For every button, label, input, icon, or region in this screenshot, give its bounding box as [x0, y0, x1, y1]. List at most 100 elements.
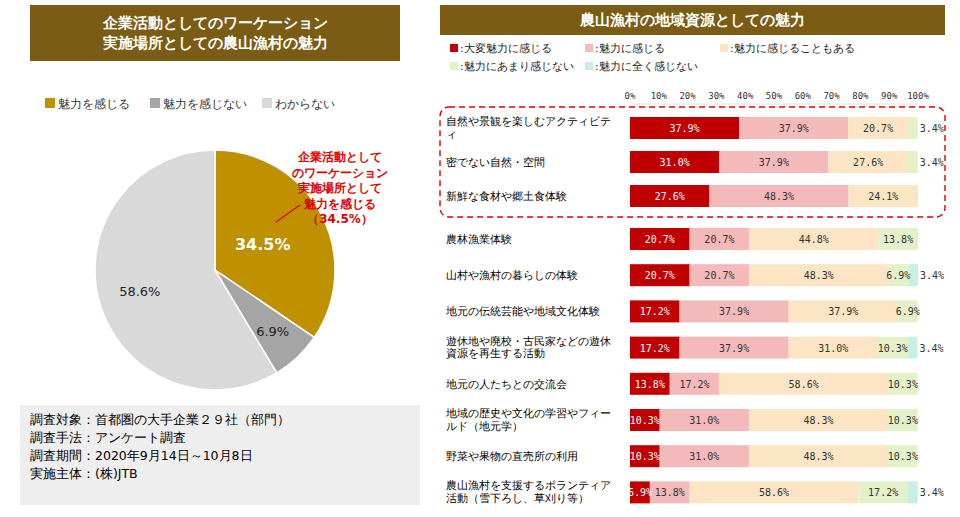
- bar-segment: [878, 228, 918, 250]
- category-label: 農林漁業体験: [446, 233, 618, 246]
- bar-segment: [908, 151, 918, 173]
- bar-segment: [680, 300, 789, 322]
- data-label: 24.1%: [868, 191, 898, 202]
- bar-segment: [828, 151, 907, 173]
- data-label: 31.0%: [818, 343, 848, 354]
- data-label: 3.4%: [920, 270, 944, 281]
- legend-label: :魅力に全く感じない: [595, 60, 698, 73]
- tick-label: 80%: [852, 91, 869, 101]
- data-label: 10.3%: [878, 343, 908, 354]
- legend-label: わからない: [275, 97, 335, 111]
- bar-segment: [630, 337, 680, 359]
- data-label: 48.3%: [803, 451, 833, 462]
- data-label: 37.9%: [719, 343, 749, 354]
- bar-segment: [849, 185, 918, 207]
- category-label: 密でない自然・空間: [446, 156, 618, 169]
- note: 調査期間：2020年9月14日～10月8日: [30, 447, 410, 465]
- category-label: 地元の伝統芸能や地域文化体験: [446, 305, 618, 318]
- bar-segment: [908, 117, 918, 139]
- data-label: 37.9%: [828, 306, 858, 317]
- legend-swatch: [150, 98, 160, 108]
- data-label: 44.8%: [799, 234, 829, 245]
- bar-segment: [878, 337, 908, 359]
- data-label: 10.3%: [888, 379, 918, 390]
- legend-swatch: [45, 98, 55, 108]
- legend-item: :魅力に感じる: [585, 42, 665, 55]
- note: 調査手法：アンケート調査: [30, 429, 410, 447]
- bar-segment: [848, 117, 908, 139]
- data-label: 13.8%: [635, 379, 665, 390]
- annotation: 企業活動として のワーケーション 実施場所として 魅力を感じる （34.5%）: [290, 150, 390, 228]
- data-label: 37.9%: [719, 306, 749, 317]
- legend-item: :大変魅力に感じる: [450, 42, 552, 55]
- data-label: 58.6%: [119, 284, 160, 299]
- data-label: 13.8%: [655, 487, 685, 498]
- bar-segment: [630, 151, 719, 173]
- data-label: 10.3%: [630, 415, 660, 426]
- bar-segment: [749, 228, 878, 250]
- legend-item: 魅力を感じる: [45, 97, 130, 111]
- data-label: 10.3%: [630, 451, 660, 462]
- note: 実施主体：(株)JTB: [30, 465, 410, 483]
- bar-segment: [888, 445, 918, 467]
- tick-label: 60%: [795, 91, 812, 101]
- category-label: 農山漁村を支援するボランティア活動（雪下ろし、草刈り等）: [446, 480, 618, 505]
- bar-segment: [630, 373, 670, 395]
- category-label: 新鮮な食材や郷土食体験: [446, 190, 618, 203]
- bar-segment: [630, 185, 709, 207]
- bar-segment: [680, 337, 789, 359]
- bar-segment: [630, 117, 739, 139]
- page: {"chart_data": [ {"type": "pie", "title"…: [0, 0, 960, 517]
- category-label: 山村や漁村の暮らしの体験: [446, 269, 618, 282]
- legend-label: :魅力に感じることもある: [730, 42, 855, 55]
- annotation-leader: [276, 205, 300, 222]
- data-label: 17.2%: [868, 487, 898, 498]
- pie-labels: 34.5% 6.9% 58.6%: [119, 235, 290, 339]
- legend-item: わからない: [262, 97, 335, 111]
- legend-swatch: [450, 62, 458, 70]
- data-label: 6.9%: [628, 487, 652, 498]
- bar-segment: [660, 409, 749, 431]
- bar-segment: [670, 373, 720, 395]
- data-label: 20.7%: [704, 234, 734, 245]
- tick-label: 20%: [679, 91, 696, 101]
- bar-segment: [690, 228, 750, 250]
- data-label: 10.3%: [888, 451, 918, 462]
- bar-segment: [789, 337, 878, 359]
- category-label: 野菜や果物の直売所の利用: [446, 450, 618, 463]
- legend-item: :魅力に全く感じない: [585, 60, 698, 73]
- data-label: 27.6%: [853, 157, 883, 168]
- data-label: 58.6%: [759, 487, 789, 498]
- bar-title: 農山漁村の地域資源としての魅力: [440, 5, 945, 35]
- axis-line: [630, 104, 918, 105]
- bar-segment: [709, 185, 848, 207]
- tick-label: 90%: [881, 91, 898, 101]
- category-label: 地元の人たちとの交流会: [446, 378, 618, 391]
- data-label: 31.0%: [689, 415, 719, 426]
- data-label: 3.4%: [920, 487, 944, 498]
- data-label: 37.9%: [759, 157, 789, 168]
- pie-title: 企業活動としてのワーケーション 実施場所としての農山漁村の魅力: [30, 5, 400, 61]
- data-label: 37.9%: [670, 123, 700, 134]
- bar-segment: [630, 409, 660, 431]
- bar-segment: [690, 481, 859, 503]
- legend-label: :魅力にあまり感じない: [460, 60, 574, 73]
- bar-segment: [650, 481, 690, 503]
- data-label: 34.5%: [235, 235, 291, 254]
- bar-segment: [630, 300, 680, 322]
- data-label: 17.2%: [679, 379, 709, 390]
- bar-segment: [630, 445, 660, 467]
- highlight-box: [440, 107, 945, 217]
- x-axis: 0%10%20%30%40%50%60%70%80%90%100%: [625, 91, 930, 104]
- notes-box: 調査対象：首都圏の大手企業２９社（部門）調査手法：アンケート調査調査期間：202…: [20, 405, 420, 505]
- category-label: 自然や景観を楽しむアクティビティ: [446, 115, 618, 140]
- data-label: 6.9%: [256, 324, 289, 339]
- legend-item: :魅力にあまり感じない: [450, 60, 574, 73]
- legend-swatch: [585, 62, 593, 70]
- data-label: 10.3%: [888, 415, 918, 426]
- bar-segment: [630, 264, 690, 286]
- bar-segment: [749, 264, 888, 286]
- bar-segment: [719, 151, 828, 173]
- legend-swatch: [720, 44, 728, 52]
- data-label: 3.4%: [919, 343, 943, 354]
